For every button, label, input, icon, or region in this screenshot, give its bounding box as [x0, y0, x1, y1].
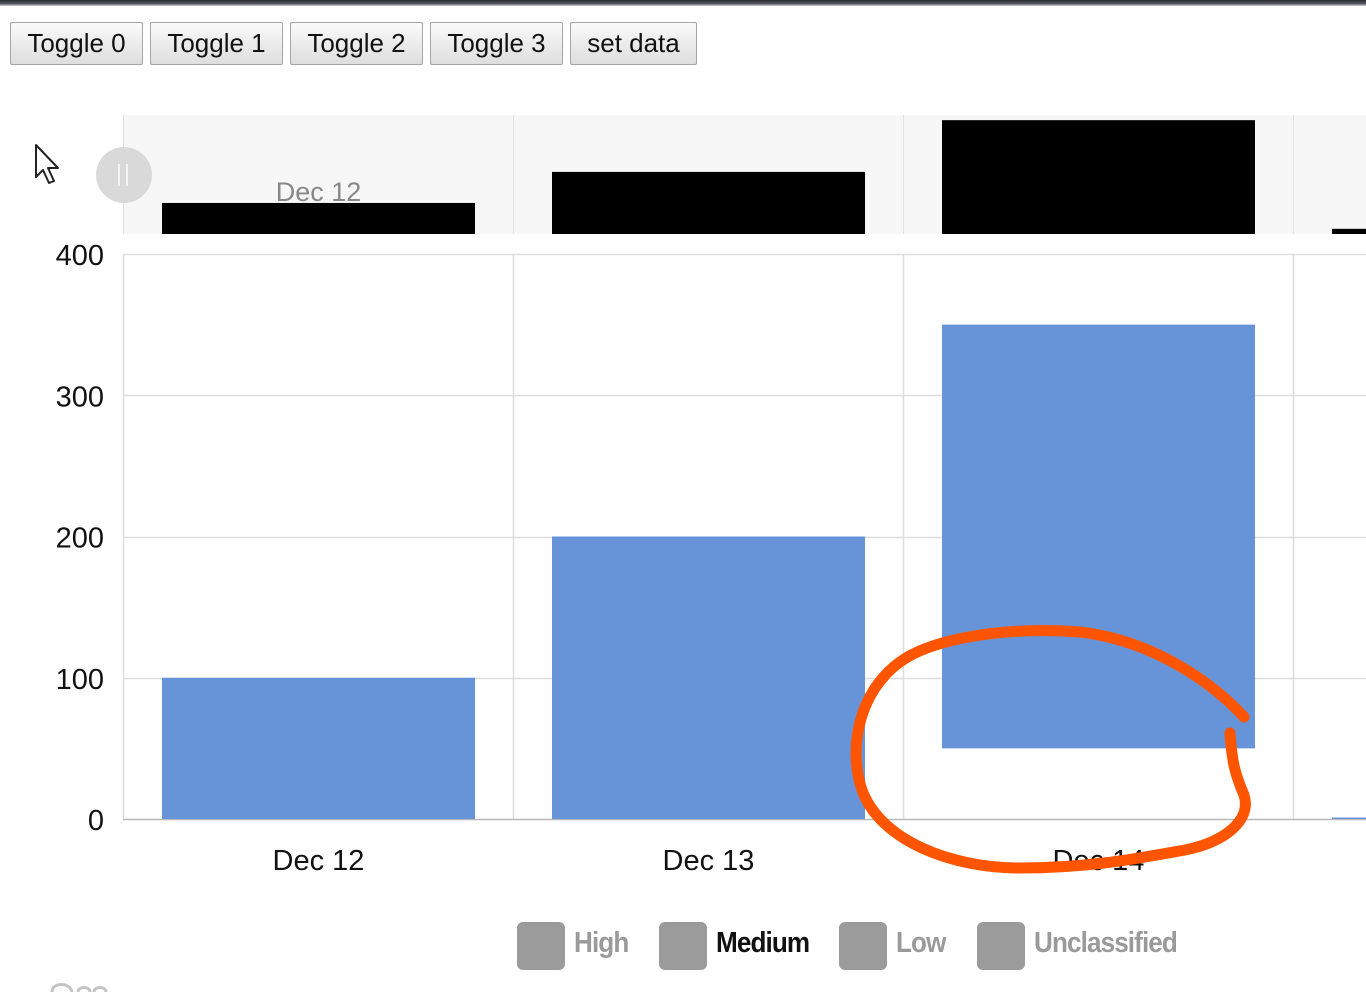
corner-logo-fragment [48, 978, 112, 997]
legend-swatch [839, 922, 887, 970]
bar [1332, 817, 1366, 819]
pause-grip-icon [118, 164, 120, 186]
y-tick-label: 400 [56, 240, 104, 272]
navigator-panel[interactable]: Dec 12 [123, 115, 1366, 234]
navigator-bar [942, 120, 1255, 234]
y-tick-label: 100 [56, 664, 104, 696]
bar [552, 536, 865, 819]
toggle-0-button[interactable]: Toggle 0 [10, 22, 143, 65]
y-tick-label: 300 [56, 381, 104, 413]
navigator-bar [162, 202, 475, 234]
legend-label: Unclassified [1034, 927, 1178, 959]
y-axis: 400 300 200 100 0 [56, 240, 104, 837]
pause-grip-icon [126, 164, 128, 186]
mouse-pointer-icon [34, 143, 64, 190]
window-top-edge [0, 0, 1366, 6]
x-axis: Dec 12 Dec 13 Dec 14 [273, 845, 1145, 877]
legend-swatch [977, 922, 1025, 970]
legend-label: Medium [716, 927, 810, 959]
navigator-scroll-handle[interactable] [96, 147, 152, 203]
legend-label: Low [896, 927, 946, 959]
set-data-button[interactable]: set data [570, 22, 697, 65]
legend-swatch [517, 922, 565, 970]
navigator-label: Dec 12 [276, 177, 362, 207]
y-tick-label: 0 [88, 805, 104, 837]
toggle-3-button[interactable]: Toggle 3 [430, 22, 563, 65]
x-tick-label: Dec 12 [273, 845, 365, 877]
legend-label: High [574, 927, 629, 959]
x-tick-label: Dec 13 [663, 845, 755, 877]
navigator-bar [1332, 228, 1366, 234]
toggle-2-button[interactable]: Toggle 2 [290, 22, 423, 65]
chart-bars [162, 324, 1366, 819]
legend-swatch [659, 922, 707, 970]
navigator-bar [552, 171, 865, 234]
annotation-circle [850, 625, 1251, 874]
y-tick-label: 200 [56, 523, 104, 555]
bar [162, 677, 475, 819]
toggle-1-button[interactable]: Toggle 1 [150, 22, 283, 65]
